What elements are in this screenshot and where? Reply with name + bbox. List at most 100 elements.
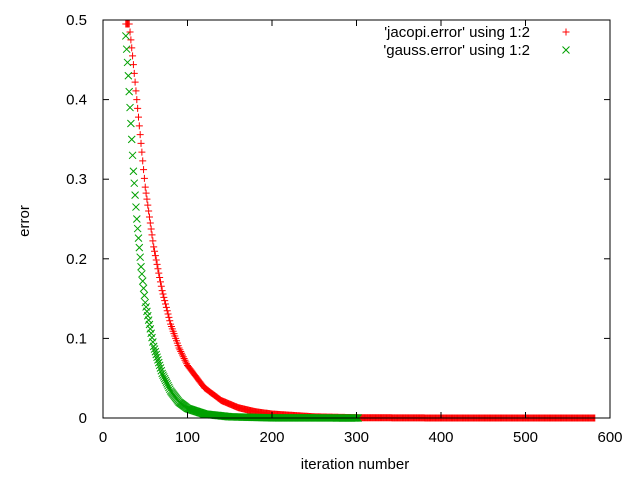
legend-label: 'jacopi.error' using 1:2	[384, 24, 530, 41]
data-point	[163, 307, 171, 315]
axis-ticks: 0 100 200 300 400 500 600 0 0.1 0.2 0.3 0.4 0.5	[66, 12, 622, 446]
data-point	[147, 225, 155, 233]
data-point	[142, 189, 150, 197]
data-point	[153, 353, 161, 362]
x-tick-label: 400	[428, 429, 453, 446]
data-point	[131, 191, 139, 199]
data-point	[133, 96, 141, 104]
data-point	[134, 104, 142, 112]
data-point	[130, 69, 138, 77]
data-point	[127, 36, 135, 44]
data-point	[162, 303, 170, 311]
data-point	[178, 351, 186, 359]
y-axis-label: error	[16, 205, 33, 237]
legend-marker	[562, 46, 570, 54]
data-point	[125, 20, 133, 28]
data-point	[165, 313, 173, 321]
data-point	[138, 148, 146, 156]
data-point	[153, 260, 161, 268]
data-point	[152, 350, 161, 359]
data-point	[135, 122, 143, 130]
data-point	[149, 237, 157, 245]
data-point	[136, 131, 144, 139]
data-point	[182, 358, 190, 366]
data-point	[127, 119, 135, 128]
data-point	[134, 234, 143, 242]
data-point	[145, 207, 153, 215]
x-tick-label: 600	[597, 429, 622, 446]
data-point	[162, 300, 170, 308]
x-axis-label: iteration number	[301, 456, 409, 473]
data-point	[128, 44, 136, 52]
legend-marker	[562, 28, 570, 36]
data-point	[159, 290, 167, 298]
data-point	[129, 52, 137, 60]
data-point	[157, 282, 165, 290]
data-point	[156, 278, 164, 286]
data-point	[133, 224, 142, 233]
data-point	[123, 58, 132, 67]
data-point	[122, 45, 131, 54]
legend-label: 'gauss.error' using 1:2	[383, 42, 530, 59]
data-point	[176, 346, 184, 354]
data-point	[132, 87, 140, 95]
data-point	[140, 174, 148, 182]
data-point	[129, 61, 137, 69]
data-point	[132, 203, 140, 211]
data-point	[127, 135, 136, 144]
y-tick-label: 0.4	[66, 92, 87, 109]
data-point	[139, 157, 147, 165]
data-point	[140, 291, 149, 300]
data-point	[145, 213, 153, 221]
x-tick-label: 0	[99, 429, 107, 446]
data-point	[126, 28, 134, 36]
legend: 'jacopi.error' using 1:2'gauss.error' us…	[383, 24, 570, 59]
x-tick-label: 200	[259, 429, 284, 446]
y-tick-label: 0.5	[66, 12, 87, 29]
data-point	[125, 87, 134, 96]
data-point	[135, 243, 144, 252]
data-point	[141, 183, 149, 191]
data-point	[138, 270, 146, 278]
data-point	[126, 103, 134, 112]
data-point	[144, 201, 152, 209]
data-point	[132, 215, 141, 223]
x-tick-label: 100	[175, 429, 200, 446]
data-point	[180, 354, 188, 362]
y-tick-label: 0.2	[66, 251, 87, 268]
data-point	[137, 139, 145, 147]
data-point	[146, 219, 154, 227]
data-point	[181, 356, 189, 364]
data-point	[156, 364, 165, 372]
data-point	[131, 78, 139, 86]
data-point	[166, 317, 174, 325]
data-point	[130, 179, 139, 188]
data-point	[177, 347, 185, 355]
data-point	[161, 297, 169, 305]
data-point	[154, 356, 162, 364]
data-point	[155, 361, 164, 370]
data-point	[154, 265, 162, 273]
data-point	[151, 247, 159, 255]
data-point	[143, 195, 151, 203]
data-point	[140, 166, 148, 174]
data-point	[137, 262, 145, 271]
x-tick-label: 300	[344, 429, 369, 446]
data-point	[151, 252, 159, 260]
data-point	[158, 287, 166, 295]
data-point	[148, 231, 156, 239]
data-point	[179, 353, 187, 361]
data-point	[151, 347, 160, 356]
data-point	[136, 253, 145, 262]
data-point	[164, 310, 172, 318]
y-tick-label: 0.3	[66, 171, 87, 188]
data-point	[156, 274, 164, 282]
data-point	[157, 366, 166, 375]
data-point	[160, 293, 168, 301]
y-tick-label: 0	[79, 410, 87, 427]
data-point	[134, 113, 142, 121]
data-point	[139, 284, 148, 293]
data-point	[128, 151, 137, 160]
